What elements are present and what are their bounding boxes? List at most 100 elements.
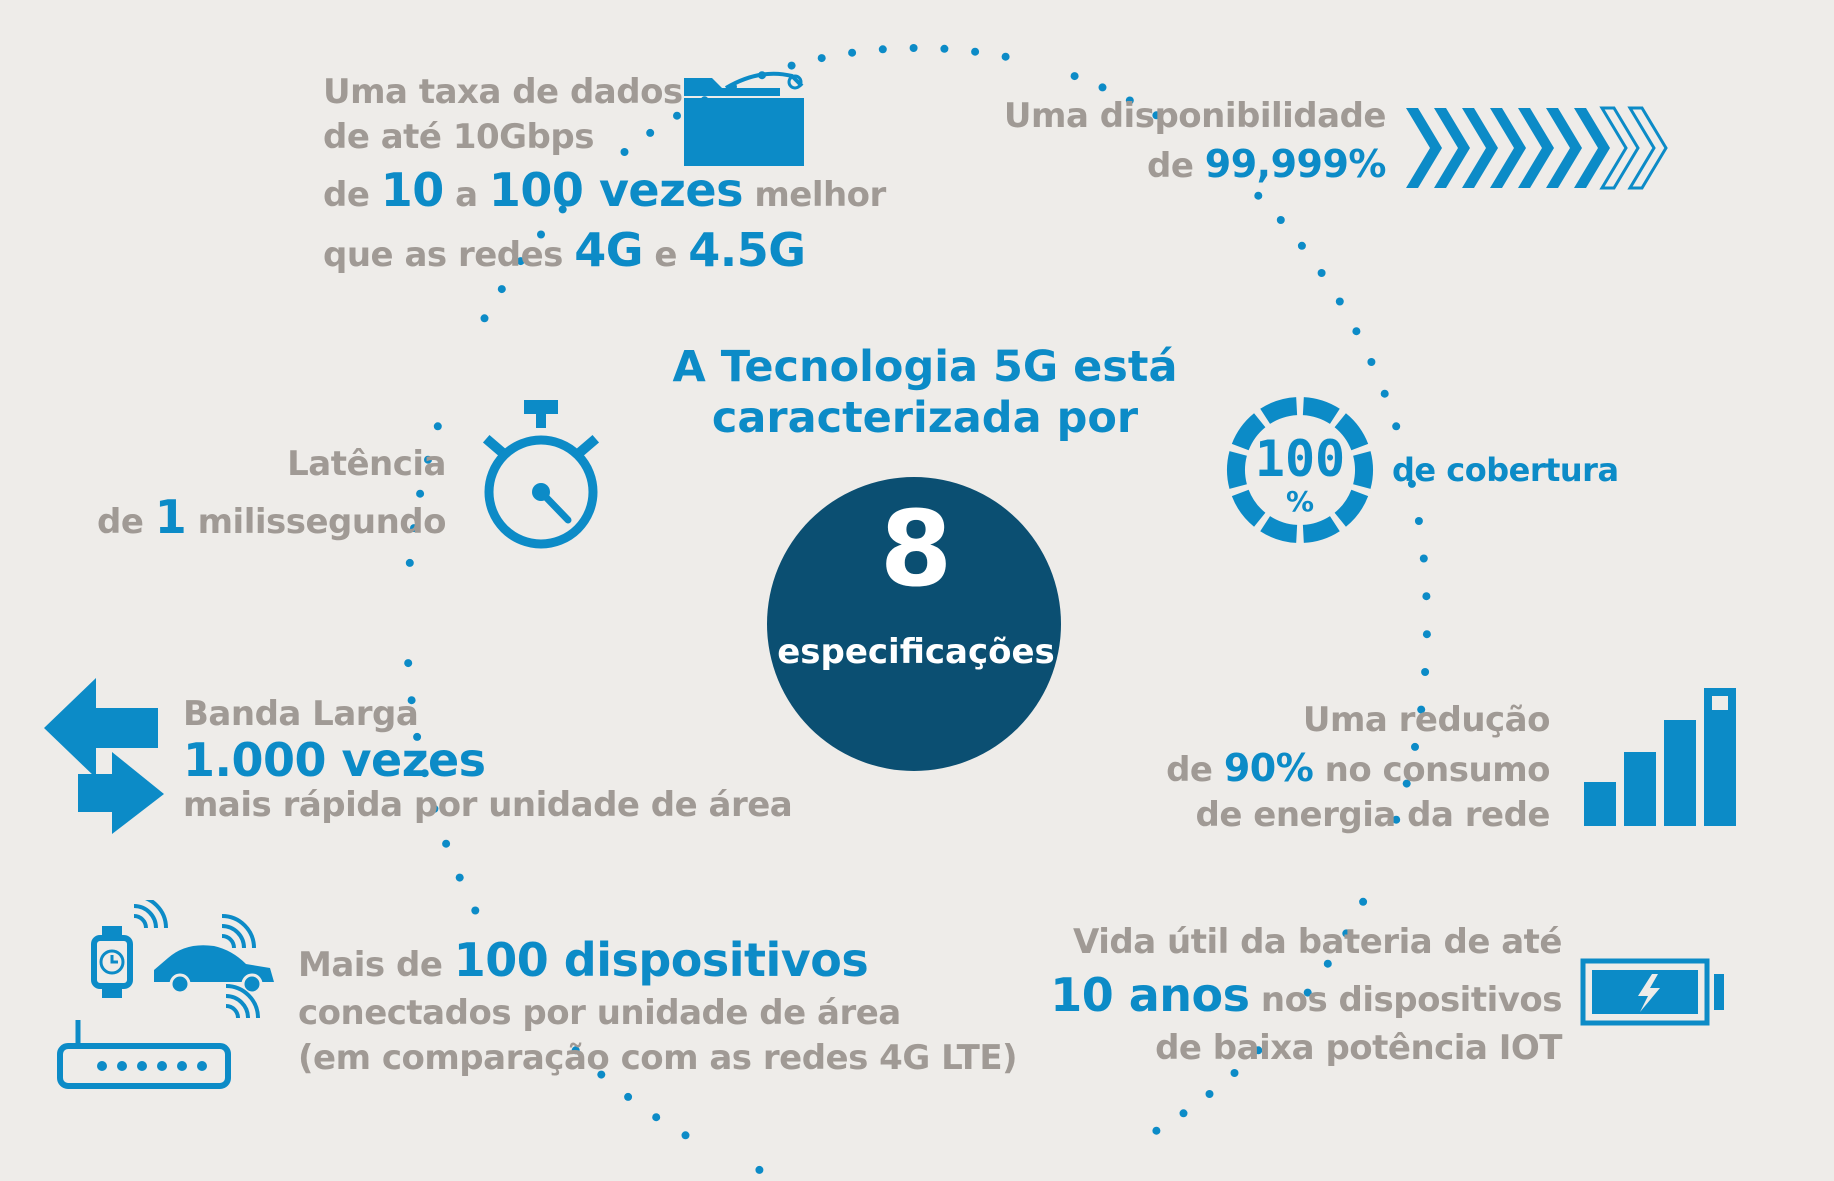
path-dot	[1421, 668, 1430, 676]
path-dot	[442, 839, 451, 848]
data-rate-text: Uma taxa de dados de até 10Gbps de 10 a …	[323, 70, 886, 281]
gauge-segment	[1334, 489, 1369, 527]
path-dot	[787, 61, 796, 70]
chevron-icon	[1627, 106, 1668, 190]
data-rate-line-4: que as redes 4G e 4.5G	[323, 223, 806, 278]
percent-gauge-icon: 100 %	[1227, 397, 1373, 543]
path-dot	[652, 1113, 661, 1122]
path-dot	[1152, 1126, 1161, 1135]
energy-text: Uma redução de 90% no consumo de energia…	[1100, 698, 1550, 838]
path-dot	[558, 205, 567, 214]
latency-line-1: Latência	[287, 444, 446, 484]
path-dot	[646, 128, 655, 137]
path-dot	[1179, 1109, 1188, 1118]
path-dot	[878, 45, 887, 54]
data-rate-line-1: Uma taxa de dados	[323, 72, 683, 112]
chevron-icon	[1599, 106, 1640, 190]
battery-line-2: 10 anos nos dispositivos	[1050, 967, 1562, 1022]
path-dot	[405, 558, 414, 567]
path-dot	[407, 696, 416, 705]
path-dot	[1359, 897, 1368, 906]
path-dot	[1323, 959, 1332, 968]
gauge-segment	[1353, 451, 1373, 489]
energy-line-2: de 90% no consumo	[1166, 745, 1550, 790]
path-dot	[1422, 592, 1431, 601]
title-line-2: caracterizada por	[711, 392, 1139, 443]
data-rate-line-2: de até 10Gbps	[323, 116, 594, 157]
path-dot	[848, 48, 857, 57]
path-dot	[1417, 705, 1426, 714]
connected-devices-icon	[57, 900, 274, 1089]
path-dot	[1367, 358, 1376, 366]
path-dot	[433, 422, 442, 431]
broadband-line-1: Banda Larga	[183, 694, 419, 734]
broadband-text: Banda Larga 1.000 vezes mais rápida por …	[183, 692, 793, 828]
path-dot	[1419, 554, 1428, 563]
path-dot	[1392, 815, 1401, 824]
path-dot	[624, 1092, 633, 1101]
path-dot	[909, 44, 918, 52]
path-dot	[1125, 96, 1134, 105]
gauge-segment	[1302, 515, 1340, 543]
path-dot	[1422, 630, 1431, 639]
chevron-icon	[1518, 108, 1554, 188]
chevron-icon	[1434, 108, 1470, 188]
gauge-segment	[1260, 397, 1298, 425]
broadband-line-2: 1.000 vezes	[183, 732, 486, 787]
path-dot	[413, 732, 422, 741]
path-dot	[1411, 742, 1419, 751]
path-dot	[1230, 1069, 1239, 1077]
chevron-icon	[1574, 108, 1610, 188]
energy-line-3: de energia da rede	[1195, 795, 1551, 836]
gauge-value: 100	[1255, 430, 1345, 488]
path-dot	[455, 873, 464, 882]
path-dot	[597, 1070, 606, 1079]
latency-line-2: de 1 milissegundo	[97, 489, 446, 544]
path-dot	[516, 257, 525, 266]
path-dot	[1098, 83, 1107, 92]
path-dot	[817, 54, 826, 63]
chevron-icon	[1490, 108, 1526, 188]
devices-line-2: conectados por unidade de área	[298, 992, 901, 1033]
path-dot	[1352, 327, 1361, 336]
availability-line-1: Uma disponibilidade	[1003, 96, 1387, 136]
devices-line-3: (em comparação com as redes 4G LTE)	[298, 1037, 1018, 1078]
gauge-segment	[1260, 515, 1298, 543]
battery-line-1: Vida útil da bateria de até	[1073, 922, 1563, 962]
specs-label: especificações	[777, 632, 1055, 672]
gauge-segment	[1302, 397, 1340, 425]
path-dot	[681, 1131, 690, 1140]
battery-text: Vida útil da bateria de até 10 anos nos …	[1050, 920, 1562, 1070]
path-dot	[1407, 479, 1416, 488]
battery-icon	[1580, 958, 1724, 1026]
chevron-icon	[1406, 108, 1442, 188]
folder-icon	[684, 71, 804, 166]
latency-text: Latência de 1 milissegundo	[80, 442, 446, 548]
chevron-icon	[1546, 108, 1582, 188]
chevron-icon	[1462, 108, 1498, 188]
path-dot	[1205, 1090, 1214, 1098]
path-dot	[537, 230, 545, 239]
path-dot	[1414, 517, 1423, 525]
devices-text: Mais de 100 dispositivos conectados por …	[298, 930, 1018, 1080]
path-dot	[1297, 241, 1306, 250]
energy-line-1: Uma redução	[1302, 700, 1551, 740]
data-rate-line-3: de 10 a 100 vezes melhor	[323, 162, 886, 217]
path-dot	[971, 47, 980, 56]
path-dot	[1392, 422, 1401, 431]
broadband-line-3: mais rápida por unidade de área	[183, 784, 793, 825]
chevrons-icon	[1406, 106, 1668, 190]
path-dot	[420, 769, 429, 778]
path-dot	[404, 659, 413, 668]
gauge-segment	[1231, 413, 1266, 451]
gauge-segment	[1227, 451, 1247, 489]
path-dot	[1152, 111, 1161, 120]
path-dot	[416, 489, 425, 498]
gauge-segment	[1334, 413, 1369, 451]
path-dot	[940, 44, 949, 53]
path-dot	[1070, 72, 1079, 81]
path-dot	[1254, 191, 1263, 200]
availability-text: Uma disponibilidade de 99,999%	[1000, 94, 1387, 189]
path-dot	[1380, 389, 1389, 398]
